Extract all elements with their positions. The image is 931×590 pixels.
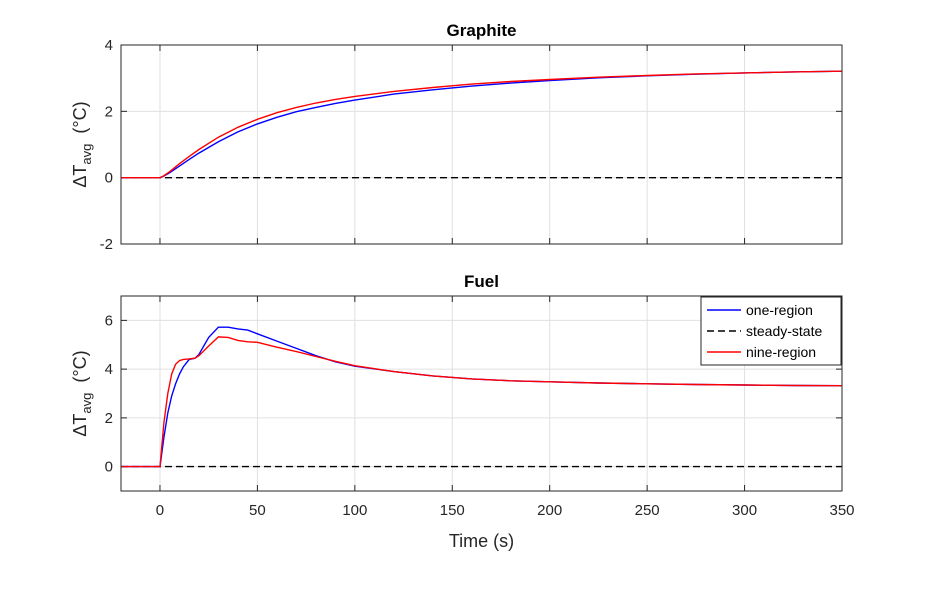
chart1-y-tick-label: 0 xyxy=(105,170,113,187)
chart2-y-tick-label: 6 xyxy=(105,312,113,329)
chart1-axes: -2 0 2 4 Graphite ΔTavg (°C) xyxy=(70,21,843,253)
chart2-legend-label: one-region xyxy=(746,302,813,318)
chart1-axes-frame xyxy=(120,44,843,245)
chart2-x-tick-label: 0 xyxy=(156,502,164,519)
chart2-legend-label: steady-state xyxy=(746,323,822,339)
chart2-axes: 0 50 100 150 200 250 300 350 0 2 4 6 Fuel ΔTavg (°C) T… xyxy=(70,272,855,551)
chart2-y-tick-label: 4 xyxy=(105,361,113,378)
chart1-plot-area xyxy=(121,45,842,244)
chart1-y-axis-label: ΔTavg (°C) xyxy=(70,101,94,187)
chart2-x-tick-label: 200 xyxy=(537,502,562,519)
chart2-y-axis-label: ΔTavg (°C) xyxy=(70,350,94,436)
chart2-x-tick-label: 100 xyxy=(342,502,367,519)
chart2-x-tick-label: 150 xyxy=(440,502,465,519)
chart2-x-tick-label: 350 xyxy=(829,502,854,519)
chart2-series-nine-region xyxy=(121,336,843,468)
chart2-x-tick-label: 250 xyxy=(635,502,660,519)
chart2-legend-label: nine-region xyxy=(746,344,816,360)
chart1-y-tick-label: 2 xyxy=(105,103,113,120)
chart1-title: Graphite xyxy=(447,21,517,40)
chart1-y-tick-label: -2 xyxy=(100,236,113,253)
chart2-y-tick-label: 0 xyxy=(105,459,113,476)
chart2-y-tick-label: 2 xyxy=(105,410,113,427)
chart2-x-tick-label: 300 xyxy=(732,502,757,519)
chart2-title: Fuel xyxy=(464,272,499,291)
chart2-x-axis-label: Time (s) xyxy=(449,531,514,551)
chart2-legend: one-region steady-state nine-region xyxy=(700,296,842,366)
chart2-axes-frame xyxy=(120,295,843,492)
chart1-y-tick-label: 4 xyxy=(105,37,113,54)
chart1-series-nine-region xyxy=(121,70,843,179)
chart2-x-tick-label: 50 xyxy=(249,502,266,519)
